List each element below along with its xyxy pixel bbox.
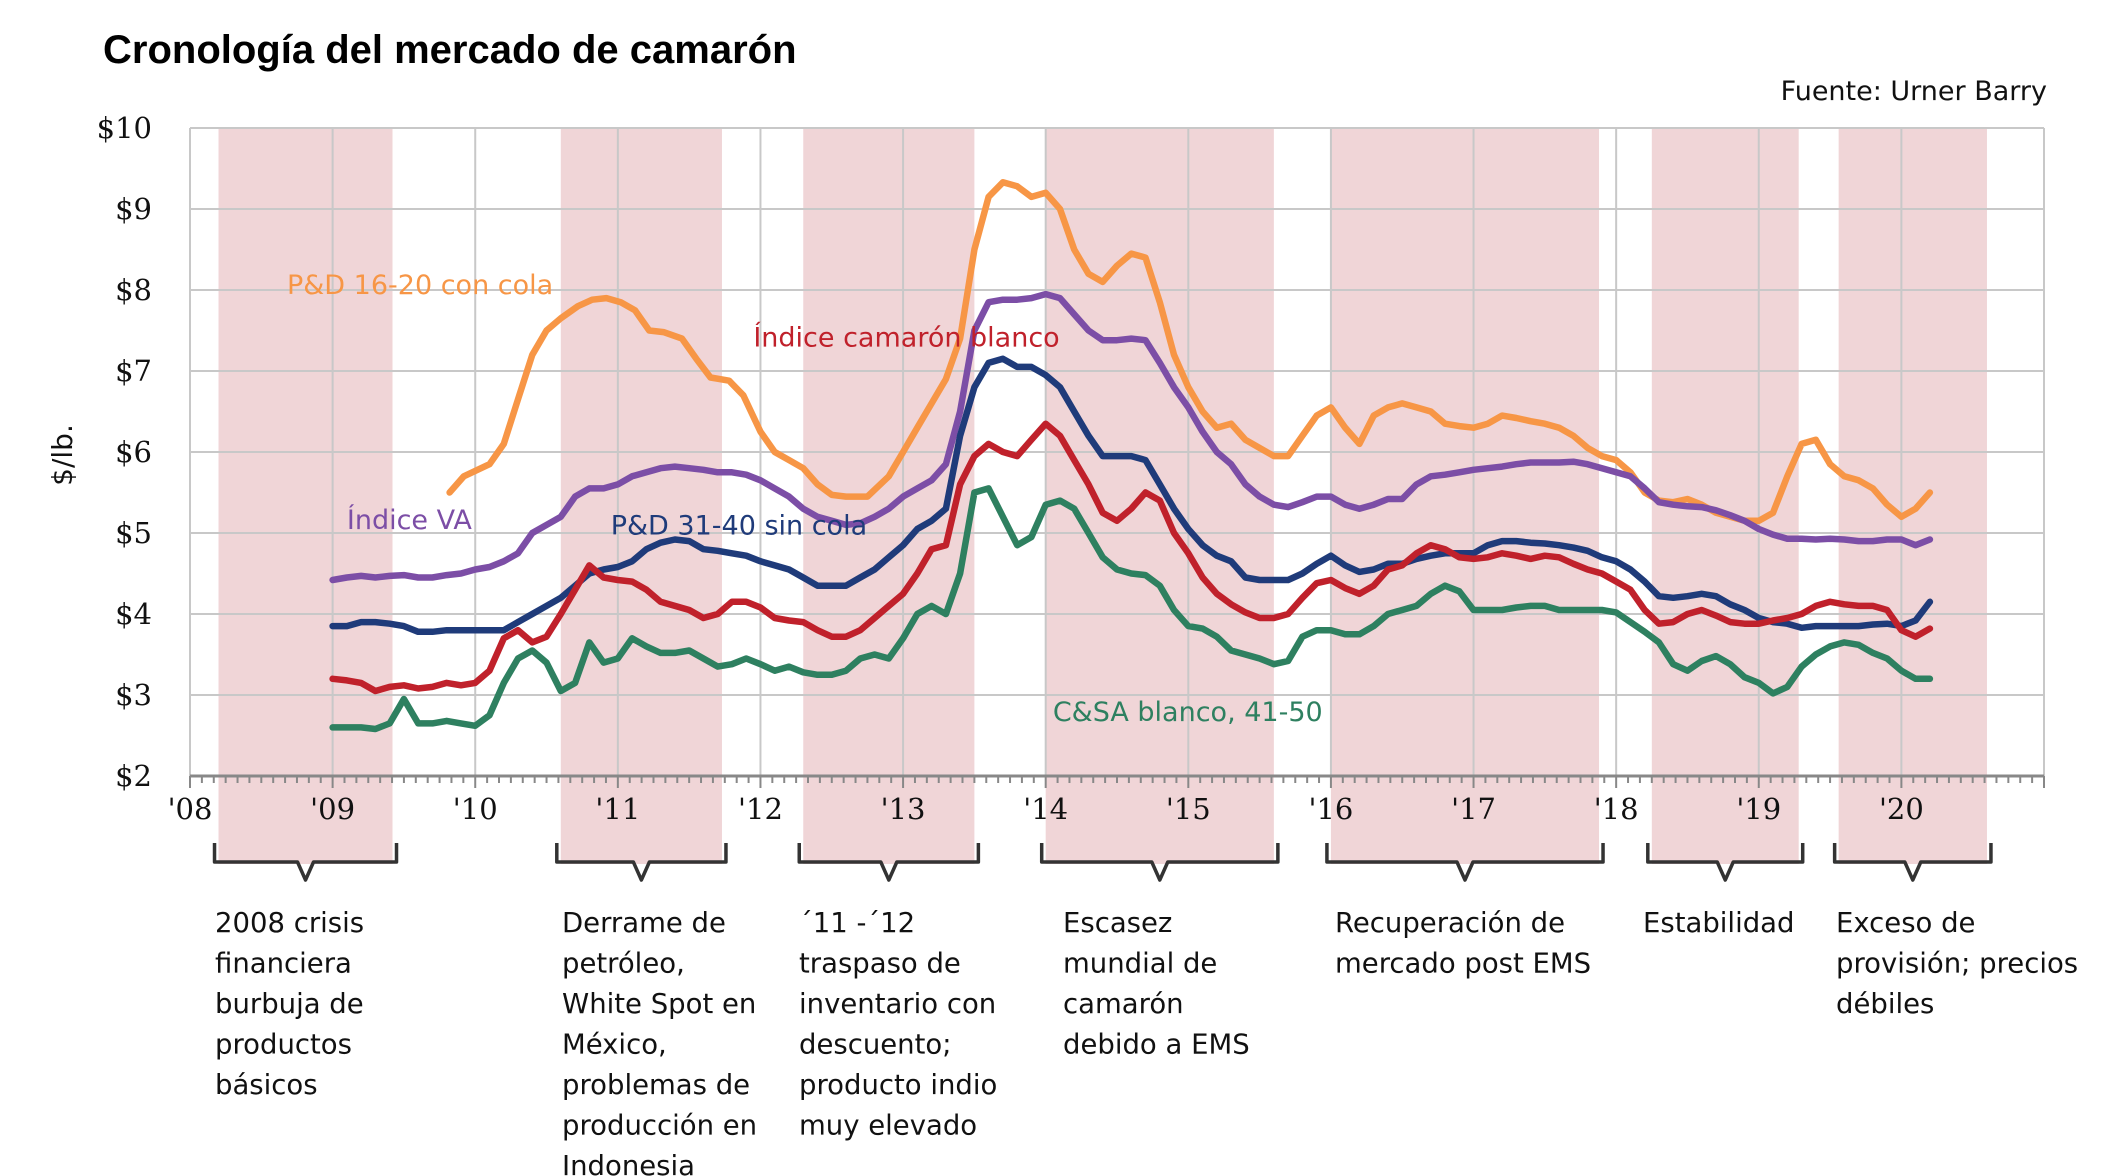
x-tick-label: '20 [1879,792,1924,826]
y-tick-label: $7 [115,354,152,388]
series-label-5: C&SA blanco, 41-50 [1053,697,1323,728]
period-labels: 2008 crisis financiera burbuja de productos… [215,907,2078,1176]
period-label-3: ´11 -´12 [799,907,915,939]
y-tick-label: $9 [115,192,152,226]
period-label-7: provisión; precios [1836,948,2078,980]
series-label-3: P&D 31-40 sin cola [611,511,867,542]
shaded-period-5 [1330,128,1600,864]
period-label-3: producto indio [799,1069,997,1101]
x-tick-label: '12 [738,792,783,826]
series-label-1: P&D 16-20 con cola [287,270,553,301]
period-label-7: Exceso de [1836,907,1975,939]
period-label-6: Estabilidad [1643,907,1794,939]
period-brace-4 [1039,843,1280,882]
shaded-period-2 [560,128,722,864]
y-tick-label: $3 [115,678,152,712]
period-label-1: burbuja de [215,988,364,1020]
x-tick-label: '14 [1023,792,1068,826]
x-tick-label: '15 [1166,792,1211,826]
series-labels: P&D 16-20 con cola Índice VA P&D 31-40 sin… [287,270,1323,728]
period-label-2: producción en [562,1110,757,1142]
period-brace-1 [212,843,399,882]
source-note: Fuente: Urner Barry [1781,76,2047,107]
period-label-2: problemas de [562,1069,750,1101]
period-label-7: débiles [1836,988,1934,1020]
shaded-period-1 [218,128,393,864]
x-tick-label: '19 [1736,792,1781,826]
x-tick-label: '18 [1594,792,1639,826]
axes: $2 $3 $4 $5 $6 $7 $8 $9 $10 '08 '09 '10 '11 '12 '13 '14… [97,111,2045,826]
series-label-2: Índice VA [347,504,472,536]
period-label-5: mercado post EMS [1335,948,1591,980]
period-label-4: camarón [1063,988,1184,1020]
period-label-2: Indonesia [562,1150,695,1176]
x-tick-label: '08 [168,792,213,826]
x-tick-label: '13 [881,792,926,826]
x-tick-label: '11 [595,792,640,826]
period-brace-3 [797,843,981,882]
shaded-periods [218,128,1987,864]
series-line-1 [446,179,1934,525]
series-line-2 [329,290,1934,584]
y-tick-label: $10 [97,111,152,145]
series-label-4: Índice camarón blanco [753,322,1059,354]
y-tick-label: $6 [115,435,152,469]
series-line-5 [329,485,1934,733]
x-tick-label: '10 [453,792,498,826]
period-brace-7 [1832,843,1993,882]
period-label-3: muy elevado [799,1110,977,1142]
shaded-period-6 [1651,128,1799,864]
period-label-1: productos [215,1029,352,1061]
period-label-3: inventario con [799,988,996,1020]
period-label-1: financiera [215,948,352,980]
shaded-period-7 [1838,128,1987,864]
period-label-3: descuento; [799,1029,951,1061]
series-line-4 [329,420,1934,695]
period-brace-6 [1646,843,1805,882]
chart-title: Cronología del mercado de camarón [103,28,797,72]
period-label-2: Derrame de [562,907,726,939]
period-label-2: México, [562,1029,667,1061]
period-label-2: petróleo, [562,948,685,980]
x-tick-label: '16 [1308,792,1353,826]
y-tick-label: $2 [115,759,152,793]
period-label-4: Escasez [1063,907,1172,939]
y-tick-label: $5 [115,516,152,550]
period-braces [212,843,1993,882]
y-tick-label: $4 [115,597,152,631]
period-label-3: traspaso de [799,948,961,980]
period-brace-2 [555,843,728,882]
y-tick-label: $8 [115,273,152,307]
series-lines [329,179,1934,733]
period-label-4: mundial de [1063,948,1217,980]
period-label-5: Recuperación de [1335,907,1565,939]
y-axis-label: $/lb. [46,424,79,486]
shaded-period-4 [1045,128,1274,864]
period-label-1: básicos [215,1069,318,1101]
x-tick-label: '09 [310,792,355,826]
period-brace-5 [1325,843,1605,882]
x-tick-label: '17 [1451,792,1496,826]
period-label-1: 2008 crisis [215,907,364,939]
period-label-4: debido a EMS [1063,1029,1250,1061]
period-label-2: White Spot en [562,988,756,1020]
